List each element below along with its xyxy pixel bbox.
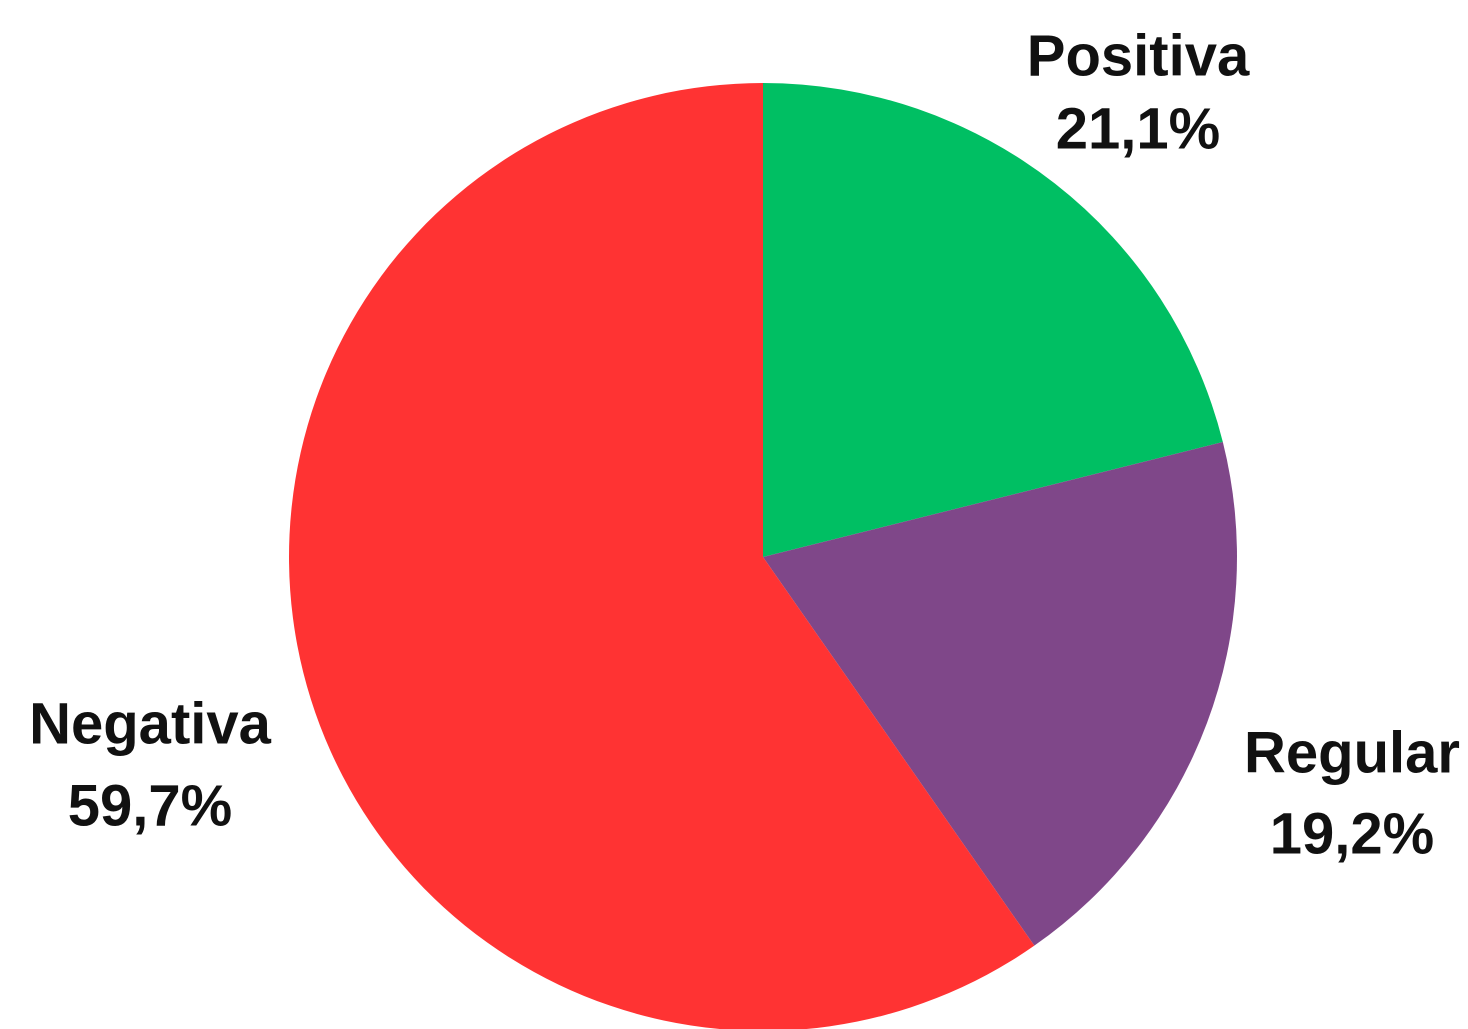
slice-label-positiva: Positiva <box>1027 23 1250 88</box>
pie-slice-regular <box>763 442 1237 946</box>
slice-value-negativa: 59,7% <box>68 773 232 838</box>
pie-labels: Positiva 21,1% Regular 19,2% Negativa 59,7% <box>29 23 1460 866</box>
pie-slice-positiva <box>763 83 1223 557</box>
slice-value-regular: 19,2% <box>1270 801 1434 866</box>
slice-label-regular: Regular <box>1244 720 1460 785</box>
slice-value-positiva: 21,1% <box>1056 96 1220 161</box>
slice-label-negativa: Negativa <box>29 691 272 756</box>
pie-slice-negativa <box>289 83 1035 1029</box>
pie-slices <box>289 83 1237 1029</box>
